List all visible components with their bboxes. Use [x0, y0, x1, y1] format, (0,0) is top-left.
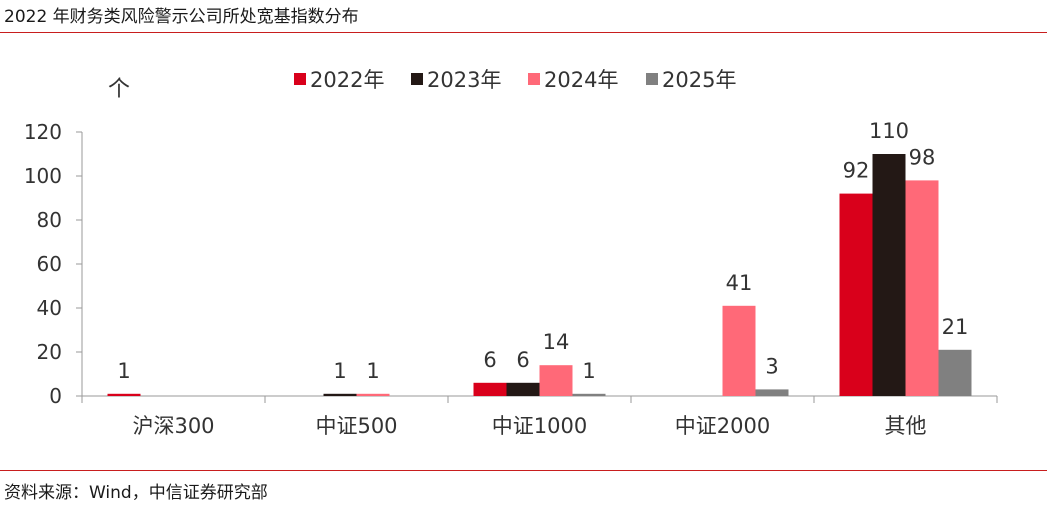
legend-label: 2024年	[544, 68, 618, 92]
bar	[938, 349, 972, 396]
data-label: 1	[333, 359, 346, 383]
y-tick-label: 120	[24, 120, 62, 144]
legend-swatch	[294, 73, 306, 85]
legend-swatch	[646, 73, 658, 85]
bar	[839, 193, 873, 396]
x-tick-label: 沪深300	[132, 414, 214, 438]
x-tick-label: 中证2000	[675, 414, 770, 438]
bar	[755, 389, 789, 396]
bar	[473, 382, 507, 396]
bar	[722, 305, 756, 396]
x-tick-label: 中证500	[315, 414, 397, 438]
y-tick-label: 80	[37, 208, 62, 232]
legend-swatch	[411, 73, 423, 85]
y-tick-label: 0	[49, 384, 62, 408]
data-label: 21	[942, 315, 969, 339]
axes: 0 20 40 60 80 100 120 沪深300 中证500 中证1000 中证2000 其他	[24, 120, 998, 438]
y-tick-label: 60	[37, 252, 62, 276]
y-tick-label: 40	[37, 296, 62, 320]
bar	[905, 180, 939, 396]
y-unit-label: 个	[108, 77, 130, 102]
bar	[539, 365, 573, 396]
legend-label: 2022年	[310, 68, 384, 92]
bottom-divider	[0, 470, 1047, 471]
y-tick-label: 20	[37, 340, 62, 364]
data-label: 6	[483, 348, 496, 372]
legend: 2022年 2023年 2024年 2025年	[294, 68, 736, 92]
top-divider	[0, 32, 1047, 33]
data-label: 3	[765, 354, 778, 378]
bars	[107, 154, 972, 396]
bar	[356, 393, 390, 396]
source-note: 资料来源：Wind，中信证券研究部	[4, 483, 268, 503]
bar	[572, 393, 606, 396]
legend-swatch	[528, 73, 540, 85]
data-label: 92	[843, 159, 870, 183]
legend-label: 2023年	[427, 68, 501, 92]
data-label: 1	[366, 359, 379, 383]
bar	[506, 382, 540, 396]
data-label: 98	[909, 145, 936, 169]
bar	[107, 393, 141, 396]
data-label: 1	[582, 359, 595, 383]
data-label: 14	[543, 330, 570, 354]
data-label: 6	[516, 348, 529, 372]
legend-label: 2025年	[662, 68, 736, 92]
x-tick-label: 中证1000	[492, 414, 587, 438]
x-tick-label: 其他	[885, 414, 927, 438]
data-label: 1	[117, 359, 130, 383]
bar	[872, 154, 906, 396]
data-label: 110	[869, 119, 909, 143]
bar	[323, 393, 357, 396]
data-label: 41	[726, 271, 753, 295]
y-tick-label: 100	[24, 164, 62, 188]
chart-title: 2022 年财务类风险警示公司所处宽基指数分布	[4, 7, 359, 27]
